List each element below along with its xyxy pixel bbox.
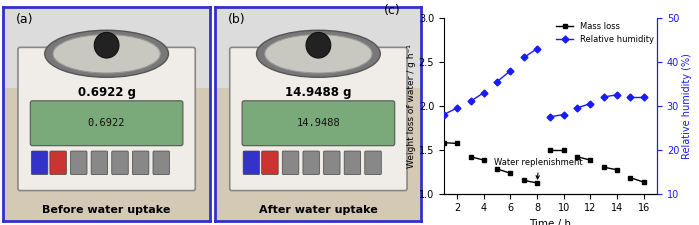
Text: 0.6922: 0.6922 — [88, 118, 125, 128]
FancyBboxPatch shape — [365, 151, 381, 175]
Ellipse shape — [257, 30, 380, 77]
FancyBboxPatch shape — [153, 151, 169, 175]
FancyBboxPatch shape — [282, 151, 298, 175]
Legend: Mass loss, Relative humidity: Mass loss, Relative humidity — [553, 19, 657, 47]
Text: (a): (a) — [16, 13, 34, 26]
FancyBboxPatch shape — [242, 101, 395, 146]
Ellipse shape — [94, 32, 119, 58]
Text: Before water uptake: Before water uptake — [43, 205, 171, 215]
Y-axis label: Weight loss of water / g h⁻¹: Weight loss of water / g h⁻¹ — [407, 44, 416, 168]
FancyBboxPatch shape — [18, 47, 195, 191]
FancyBboxPatch shape — [243, 151, 259, 175]
Text: (b): (b) — [228, 13, 245, 26]
Text: (c): (c) — [384, 4, 401, 17]
FancyBboxPatch shape — [50, 151, 66, 175]
Y-axis label: Relative humidity (%): Relative humidity (%) — [682, 53, 692, 159]
FancyBboxPatch shape — [71, 151, 87, 175]
FancyBboxPatch shape — [324, 151, 340, 175]
Ellipse shape — [53, 34, 160, 73]
FancyBboxPatch shape — [344, 151, 361, 175]
Text: After water uptake: After water uptake — [259, 205, 377, 215]
FancyBboxPatch shape — [230, 47, 407, 191]
FancyBboxPatch shape — [30, 101, 183, 146]
Text: 0.6922 g: 0.6922 g — [78, 86, 136, 99]
X-axis label: Time / h: Time / h — [529, 219, 572, 225]
Text: 14.9488 g: 14.9488 g — [285, 86, 352, 99]
Text: Water replenishment: Water replenishment — [494, 158, 583, 179]
Ellipse shape — [265, 34, 372, 73]
FancyBboxPatch shape — [31, 151, 48, 175]
FancyBboxPatch shape — [112, 151, 128, 175]
Bar — [3, 7, 210, 88]
FancyBboxPatch shape — [261, 151, 278, 175]
Ellipse shape — [45, 30, 168, 77]
Bar — [215, 7, 421, 88]
FancyBboxPatch shape — [303, 151, 319, 175]
FancyBboxPatch shape — [91, 151, 108, 175]
Ellipse shape — [306, 32, 331, 58]
Text: 14.9488: 14.9488 — [296, 118, 340, 128]
FancyBboxPatch shape — [132, 151, 149, 175]
